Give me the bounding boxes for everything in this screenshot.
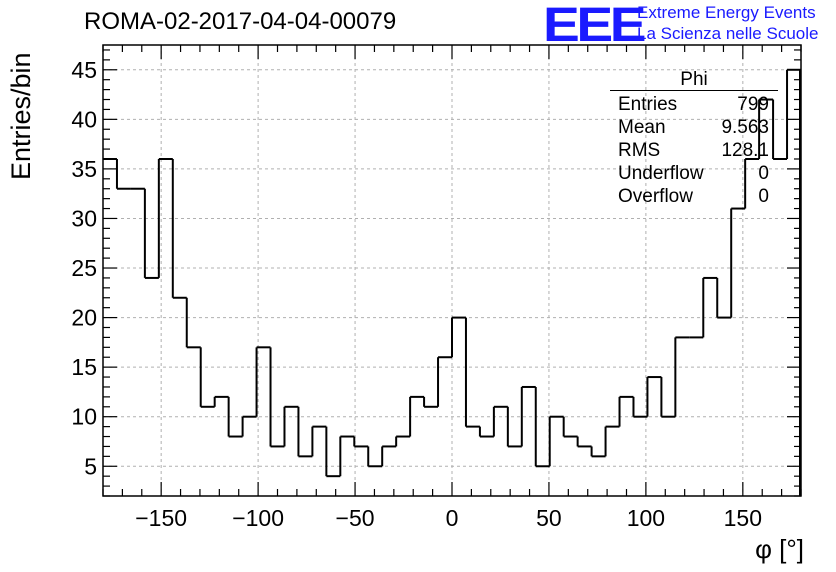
x-tick-label: 0: [446, 505, 459, 531]
stats-label: Mean: [618, 117, 666, 138]
stats-label: RMS: [618, 140, 661, 161]
x-tick-label: −150: [135, 505, 187, 531]
stats-title: Phi: [680, 69, 708, 90]
y-tick-label: 40: [71, 106, 97, 132]
stats-label: Underflow: [618, 163, 704, 184]
stats-value: 128.1: [721, 140, 769, 161]
y-tick-label: 30: [71, 205, 97, 231]
stats-row-underflow: Underflow 0: [610, 162, 778, 185]
y-tick-label: 5: [84, 453, 97, 479]
stats-value: 799: [737, 94, 769, 115]
x-tick-label: −50: [336, 505, 375, 531]
stats-value: 9.563: [721, 117, 769, 138]
y-tick-label: 35: [71, 156, 97, 182]
y-tick-label: 20: [71, 305, 97, 331]
x-tick-label: 150: [724, 505, 762, 531]
y-tick-label: 25: [71, 255, 97, 281]
histogram-series: [103, 68, 801, 496]
logo-line-1: Extreme Energy Events: [637, 3, 816, 22]
y-axis-label: Entries/bin: [6, 52, 36, 180]
eee-logo: EEE: [543, 0, 647, 52]
x-tick-label: −100: [232, 505, 284, 531]
logo-line-2: La Scienza nelle Scuole: [637, 24, 819, 43]
stats-label: Overflow: [618, 186, 693, 207]
stats-label: Entries: [618, 94, 678, 115]
y-tick-label: 10: [71, 404, 97, 430]
stats-value: 0: [758, 186, 769, 207]
stats-value: 0: [758, 163, 769, 184]
x-tick-label: 50: [536, 505, 562, 531]
stats-row-entries: Entries 799: [610, 93, 778, 116]
y-tick-label: 15: [71, 354, 97, 380]
plot-title: ROMA-02-2017-04-04-00079: [84, 8, 397, 35]
stats-row-overflow: Overflow 0: [610, 185, 778, 208]
stats-row-rms: RMS 128.1: [610, 139, 778, 162]
stats-row-mean: Mean 9.563: [610, 116, 778, 139]
x-tick-label: 100: [627, 505, 665, 531]
y-axis-ticks: 5 10 15 20 25 30 35 40 45: [71, 49, 801, 497]
x-axis-ticks: −150 −100 −50 0 50 100 150: [102, 45, 802, 531]
stats-box: Phi Entries 799 Mean 9.563 RMS 128.1 Und…: [610, 70, 778, 208]
stats-divider: [610, 90, 778, 91]
x-axis-label: φ [°]: [755, 534, 804, 564]
y-tick-label: 45: [71, 57, 97, 83]
